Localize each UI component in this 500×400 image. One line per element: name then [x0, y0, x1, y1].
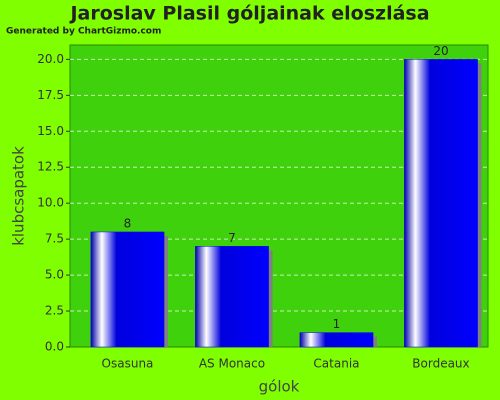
y-tick-label: 15.0: [37, 124, 64, 138]
x-tick-label: Osasuna: [102, 357, 154, 371]
bar: [404, 59, 478, 348]
y-tick-label: 10.0: [37, 196, 64, 210]
y-tick-label: 12.5: [37, 160, 64, 174]
bar: [299, 332, 374, 348]
y-tick-label: 17.5: [37, 88, 64, 102]
x-tick-label: AS Monaco: [199, 357, 265, 371]
y-tick-label: 7.5: [45, 232, 64, 246]
bar: [90, 231, 165, 348]
x-tick-label: Bordeaux: [412, 357, 469, 371]
subtitle: Generated by ChartGizmo.com: [6, 27, 161, 37]
y-tick-label: 0.0: [45, 340, 64, 354]
x-axis-label: gólok: [259, 378, 300, 396]
chart-title: Jaroslav Plasil góljainak eloszlása: [68, 3, 429, 25]
data-label: 1: [333, 317, 341, 331]
y-tick-label: 20.0: [37, 52, 64, 66]
y-axis-label: klubcsapatok: [10, 146, 28, 246]
y-tick-label: 5.0: [45, 268, 64, 282]
data-label: 8: [124, 216, 132, 230]
data-label: 20: [433, 44, 448, 58]
x-tick-label: Catania: [313, 357, 359, 371]
data-label: 7: [228, 231, 236, 245]
bar: [195, 246, 269, 348]
y-tick-label: 2.5: [45, 304, 64, 318]
